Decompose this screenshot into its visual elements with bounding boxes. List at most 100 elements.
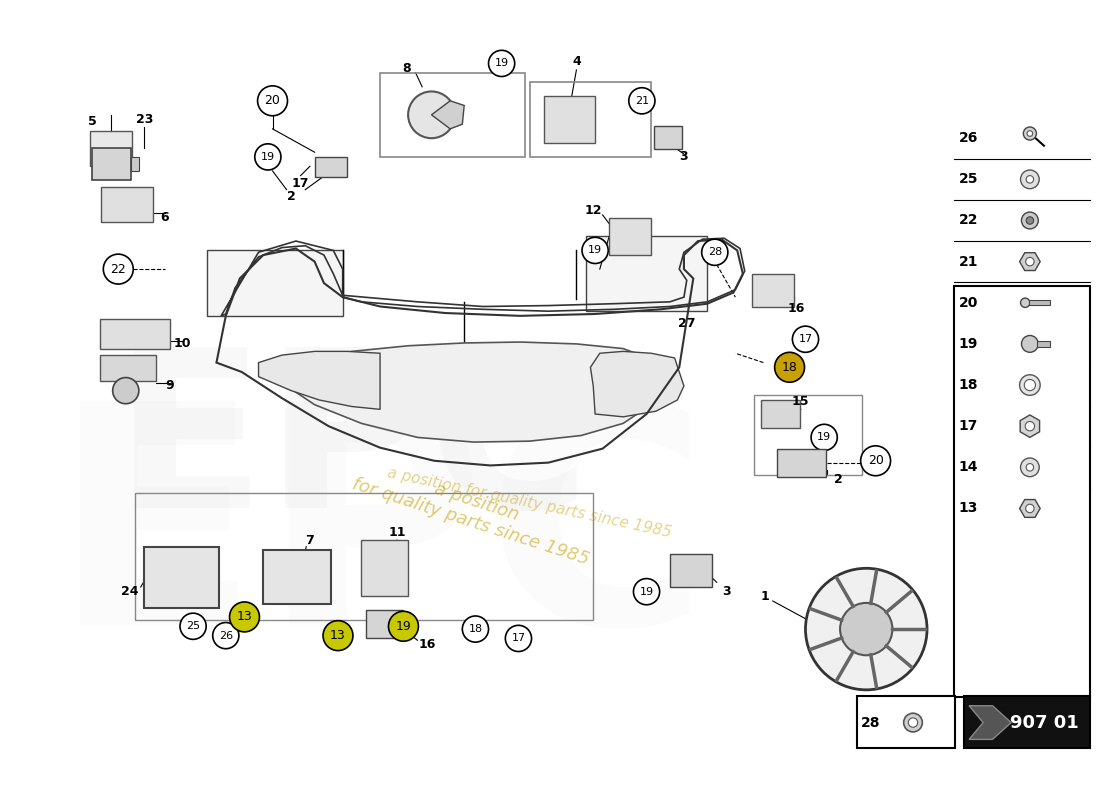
Circle shape xyxy=(582,238,608,263)
Polygon shape xyxy=(431,101,464,129)
Circle shape xyxy=(1022,212,1038,229)
Bar xyxy=(857,696,955,748)
Bar xyxy=(1028,301,1049,305)
Bar xyxy=(586,236,707,311)
Text: 16: 16 xyxy=(788,302,805,315)
Text: 26: 26 xyxy=(958,131,978,146)
Circle shape xyxy=(909,718,917,727)
Text: 11: 11 xyxy=(388,526,406,539)
Circle shape xyxy=(904,714,923,732)
Text: 15: 15 xyxy=(792,395,810,408)
Circle shape xyxy=(103,254,133,284)
Polygon shape xyxy=(969,706,1011,739)
Bar xyxy=(101,187,153,222)
Text: 16: 16 xyxy=(418,638,436,651)
Bar xyxy=(144,546,219,607)
Bar xyxy=(530,82,651,157)
Bar xyxy=(131,157,139,171)
Text: 2: 2 xyxy=(834,473,843,486)
Text: 13: 13 xyxy=(330,629,345,642)
Text: 19: 19 xyxy=(958,337,978,351)
Bar xyxy=(755,395,861,474)
Text: 1: 1 xyxy=(761,590,770,603)
Circle shape xyxy=(255,144,280,170)
Polygon shape xyxy=(1020,499,1041,518)
Text: 21: 21 xyxy=(958,254,978,269)
Bar xyxy=(778,449,826,477)
Text: 17: 17 xyxy=(292,177,309,190)
Text: 17: 17 xyxy=(958,419,978,433)
Circle shape xyxy=(1023,127,1036,140)
Text: 17: 17 xyxy=(512,634,526,643)
Circle shape xyxy=(323,621,353,650)
Bar xyxy=(135,494,593,620)
Text: 22: 22 xyxy=(110,262,126,276)
Circle shape xyxy=(860,446,891,476)
Bar xyxy=(207,250,343,316)
Bar xyxy=(954,286,1090,698)
Bar xyxy=(315,157,348,178)
Text: 22: 22 xyxy=(958,214,978,227)
Text: 19: 19 xyxy=(588,246,602,255)
Polygon shape xyxy=(287,342,666,442)
Bar xyxy=(100,355,156,382)
Circle shape xyxy=(1026,463,1034,471)
Circle shape xyxy=(1026,176,1034,183)
Circle shape xyxy=(230,602,260,632)
Circle shape xyxy=(180,613,206,639)
Text: 8: 8 xyxy=(402,62,410,74)
Text: 907 01: 907 01 xyxy=(1010,714,1078,731)
Bar xyxy=(752,274,794,306)
Circle shape xyxy=(1025,258,1034,266)
Bar xyxy=(381,73,525,157)
Circle shape xyxy=(462,616,488,642)
Polygon shape xyxy=(591,351,684,417)
Polygon shape xyxy=(1020,415,1040,438)
Bar xyxy=(609,218,651,255)
Circle shape xyxy=(488,50,515,77)
Circle shape xyxy=(1022,335,1038,352)
Text: 19: 19 xyxy=(495,58,508,69)
Bar xyxy=(362,540,408,596)
Bar xyxy=(90,130,132,166)
Circle shape xyxy=(811,424,837,450)
Text: 13: 13 xyxy=(958,502,978,515)
Text: EPC: EPC xyxy=(113,340,591,554)
Text: 19: 19 xyxy=(396,620,411,633)
Text: 4: 4 xyxy=(572,55,581,68)
Text: 27: 27 xyxy=(678,317,695,330)
Text: 20: 20 xyxy=(265,94,280,107)
Circle shape xyxy=(1027,130,1033,136)
Text: 19: 19 xyxy=(639,586,653,597)
Circle shape xyxy=(1020,374,1041,395)
Circle shape xyxy=(212,622,239,649)
Circle shape xyxy=(1025,422,1035,431)
Text: 18: 18 xyxy=(958,378,978,392)
Text: a position for quality parts since 1985: a position for quality parts since 1985 xyxy=(386,466,673,540)
Text: 13: 13 xyxy=(236,610,252,623)
Text: 20: 20 xyxy=(958,296,978,310)
Text: 25: 25 xyxy=(186,622,200,631)
Text: 19: 19 xyxy=(817,432,832,442)
Text: 25: 25 xyxy=(958,172,978,186)
Circle shape xyxy=(702,239,728,266)
Text: 20: 20 xyxy=(868,454,883,467)
Circle shape xyxy=(1021,298,1030,307)
Text: EPC: EPC xyxy=(52,392,708,689)
Text: 5: 5 xyxy=(88,115,97,128)
Circle shape xyxy=(1024,379,1035,390)
Text: 19: 19 xyxy=(261,152,275,162)
Circle shape xyxy=(257,86,287,116)
Text: 10: 10 xyxy=(173,338,190,350)
Circle shape xyxy=(1025,504,1034,513)
Text: 18: 18 xyxy=(469,624,483,634)
Bar xyxy=(670,554,712,587)
Bar xyxy=(92,147,131,180)
Bar xyxy=(654,126,682,150)
Text: 24: 24 xyxy=(121,585,139,598)
Text: 23: 23 xyxy=(135,113,153,126)
Circle shape xyxy=(505,626,531,651)
Bar xyxy=(965,696,1090,748)
Text: 2: 2 xyxy=(287,190,296,202)
Circle shape xyxy=(774,352,804,382)
